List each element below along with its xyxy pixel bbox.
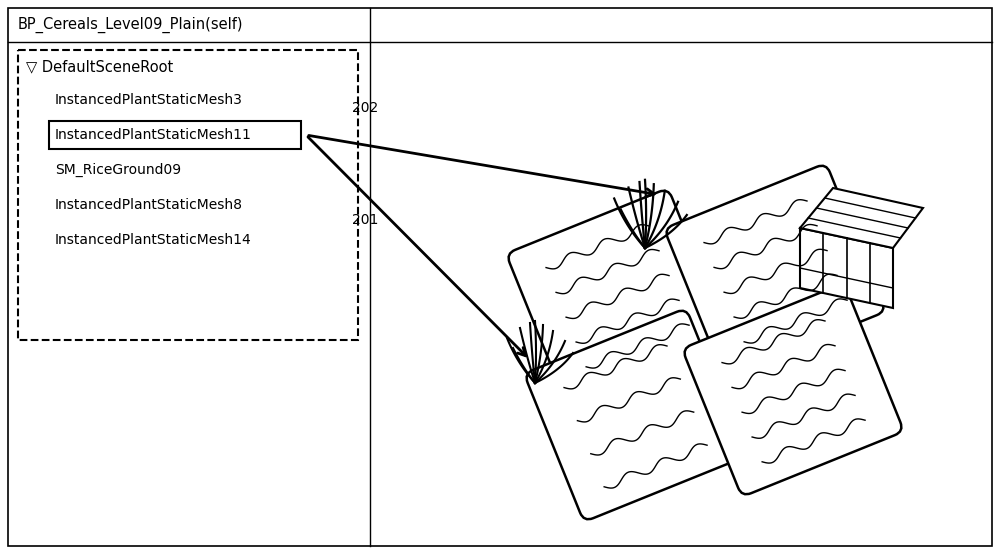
Text: InstancedPlantStaticMesh8: InstancedPlantStaticMesh8 <box>55 198 243 212</box>
Text: ▽ DefaultSceneRoot: ▽ DefaultSceneRoot <box>26 59 173 74</box>
Polygon shape <box>800 228 893 308</box>
Text: InstancedPlantStaticMesh3: InstancedPlantStaticMesh3 <box>55 93 243 107</box>
Bar <box>49 121 301 149</box>
Text: 202: 202 <box>352 101 378 115</box>
Text: SM_RiceGround09: SM_RiceGround09 <box>55 163 181 177</box>
FancyBboxPatch shape <box>527 311 743 519</box>
Text: InstancedPlantStaticMesh14: InstancedPlantStaticMesh14 <box>55 233 252 247</box>
Bar <box>18 50 358 340</box>
FancyBboxPatch shape <box>667 166 883 375</box>
Text: InstancedPlantStaticMesh11: InstancedPlantStaticMesh11 <box>55 128 252 142</box>
Text: BP_Cereals_Level09_Plain(self): BP_Cereals_Level09_Plain(self) <box>18 17 244 33</box>
FancyBboxPatch shape <box>509 191 725 399</box>
Polygon shape <box>800 188 923 248</box>
FancyBboxPatch shape <box>685 286 901 494</box>
Text: 201: 201 <box>352 213 378 227</box>
